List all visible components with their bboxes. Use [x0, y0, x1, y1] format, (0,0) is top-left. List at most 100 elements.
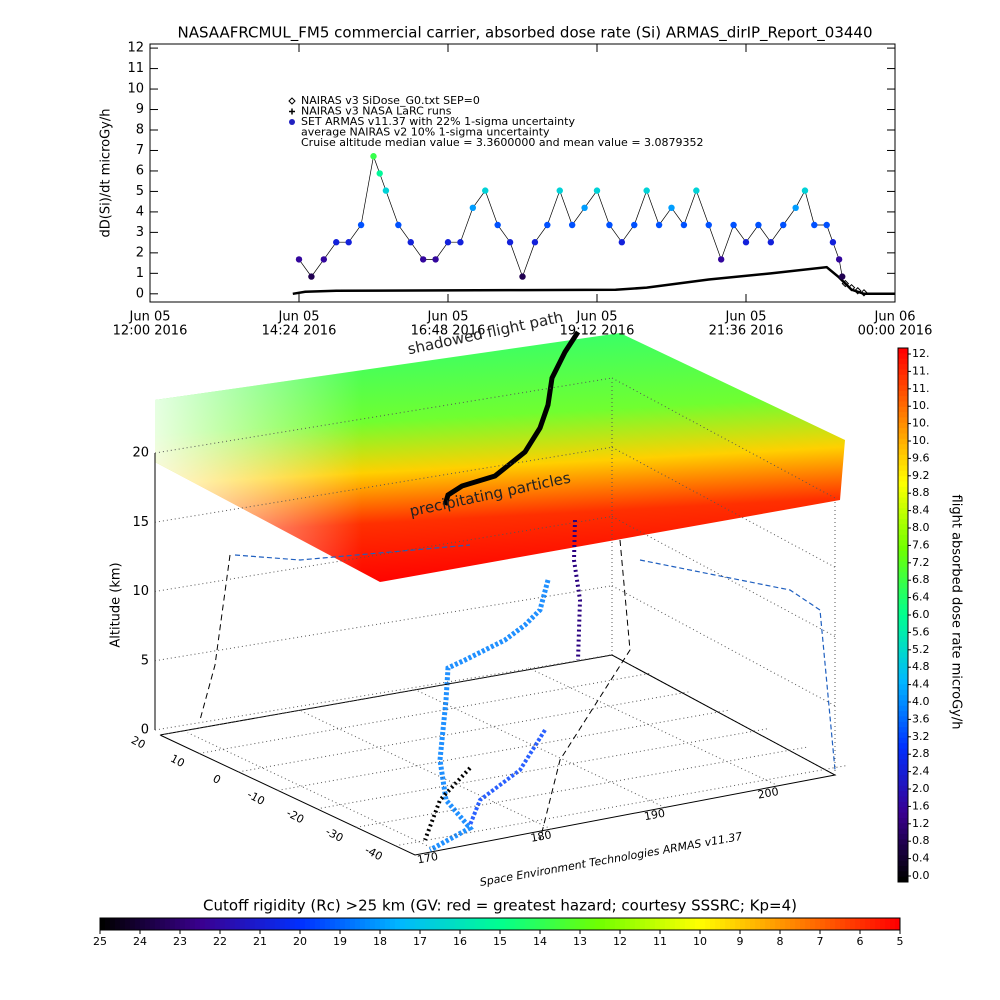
armas-point: [395, 221, 402, 229]
colorbar-slice: [898, 727, 908, 733]
colorbar2-slice: [765, 918, 771, 930]
legend-marker: [289, 119, 295, 125]
colorbar-slice: [898, 556, 908, 563]
colorbar-slice: [898, 721, 908, 728]
lat-grid-line: [277, 709, 728, 791]
colorbar-slice: [898, 855, 908, 862]
lat-grid-line: [356, 746, 807, 828]
lat-tick-label: -10: [245, 788, 267, 808]
colorbar2-slice: [250, 918, 256, 930]
colorbar-slice: [898, 668, 908, 675]
y-tick-label: 9: [136, 102, 144, 117]
y-tick-label: 3: [136, 225, 144, 240]
armas-point: [680, 221, 688, 229]
armas-point: [295, 256, 303, 263]
armas-point: [717, 256, 725, 263]
colorbar2-slice: [120, 918, 126, 930]
y-tick-label: 2: [136, 245, 144, 260]
colorbar2-slice: [315, 918, 321, 930]
x-tick-label: 21:36 2016: [709, 324, 784, 339]
colorbar-slice: [898, 753, 908, 760]
colorbar2-slice: [115, 918, 121, 930]
colorbar2-slice: [400, 918, 406, 930]
lat-grid-line: [395, 765, 846, 847]
colorbar2-tick-label: 12: [613, 935, 627, 948]
colorbar-slice: [898, 465, 908, 472]
colorbar-slice: [898, 428, 908, 434]
lat-tick-label: -40: [363, 843, 385, 863]
x-tick-label: Jun 05: [129, 310, 171, 325]
colorbar-slice: [898, 412, 908, 418]
colorbar-tick-label: 7.2: [912, 556, 930, 569]
colorbar2-slice: [350, 918, 356, 930]
colorbar2-slice: [215, 918, 221, 930]
armas-point: [631, 221, 638, 229]
lat-tick-label: 10: [168, 752, 186, 770]
colorbar2-slice: [660, 918, 666, 930]
armas-point: [333, 239, 340, 246]
colorbar-slice: [898, 860, 908, 867]
colorbar2-slice: [645, 918, 651, 930]
nairas-sep-point: [854, 287, 862, 295]
colorbar-slice: [898, 759, 908, 766]
colorbar-tick-label: 4.8: [912, 660, 930, 673]
colorbar2-tick-label: 5: [897, 935, 904, 948]
colorbar2-slice: [820, 918, 826, 930]
colorbar2-slice: [255, 918, 261, 930]
armas-point: [742, 239, 750, 246]
colorbar2-slice: [815, 918, 821, 930]
colorbar2-slice: [620, 918, 626, 930]
colorbar-slice: [898, 353, 908, 360]
colorbar2-slice: [160, 918, 166, 930]
colorbar2-slice: [530, 918, 536, 930]
colorbar-slice: [898, 577, 908, 584]
z-tick-label: 0: [141, 723, 149, 738]
colorbar2-slice: [675, 918, 681, 930]
colorbar2-slice: [420, 918, 426, 930]
colorbar-slice: [898, 823, 908, 830]
colorbar2-slice: [825, 918, 831, 930]
colorbar-slice: [898, 524, 908, 531]
colorbar-slice: [898, 849, 908, 856]
armas-point: [835, 256, 843, 263]
colorbar-slice: [898, 785, 908, 792]
colorbar-slice: [898, 807, 908, 814]
colorbar-tick-label: 10.: [912, 434, 930, 447]
colorbar2-slice: [875, 918, 881, 930]
colorbar2-tick-label: 21: [253, 935, 267, 948]
armas-point: [469, 204, 477, 212]
colorbar-slice: [898, 550, 908, 557]
colorbar2-slice: [495, 918, 501, 930]
flight-path-shadow: [442, 330, 581, 506]
colorbar-tick-label: 8.4: [912, 504, 930, 517]
colorbar-slice: [898, 748, 908, 755]
colorbar2-slice: [445, 918, 451, 930]
colorbar-slice: [898, 796, 908, 803]
colorbar2-slice: [190, 918, 196, 930]
colorbar2-slice: [405, 918, 411, 930]
colorbar-slice: [898, 791, 908, 798]
colorbar-tick-label: 6.4: [912, 591, 930, 604]
x-tick-label: 12:00 2016: [113, 324, 188, 339]
lon-grid-line: [414, 688, 665, 808]
colorbar2-slice: [745, 918, 751, 930]
x-tick-label: 14:24 2016: [262, 324, 337, 339]
colorbar2-slice: [425, 918, 431, 930]
colorbar-slice: [898, 769, 908, 776]
colorbar-tick-label: 6.0: [912, 608, 930, 621]
colorbar2-slice: [475, 918, 481, 930]
armas-point: [419, 256, 427, 263]
armas-point: [730, 221, 737, 229]
colorbar-slice: [898, 764, 908, 771]
colorbar2-slice: [465, 918, 471, 930]
colorbar2-slice: [585, 918, 591, 930]
lon-grid-line: [187, 732, 438, 852]
colorbar2-slice: [230, 918, 236, 930]
colorbar2-slice: [280, 918, 286, 930]
colorbar2-slice: [600, 918, 606, 930]
flight-path-descent: [571, 519, 583, 661]
x-tick-label: Jun 05: [278, 310, 320, 325]
colorbar2-tick-label: 8: [777, 935, 784, 948]
colorbar2-slice: [175, 918, 181, 930]
armas-point: [811, 221, 818, 229]
